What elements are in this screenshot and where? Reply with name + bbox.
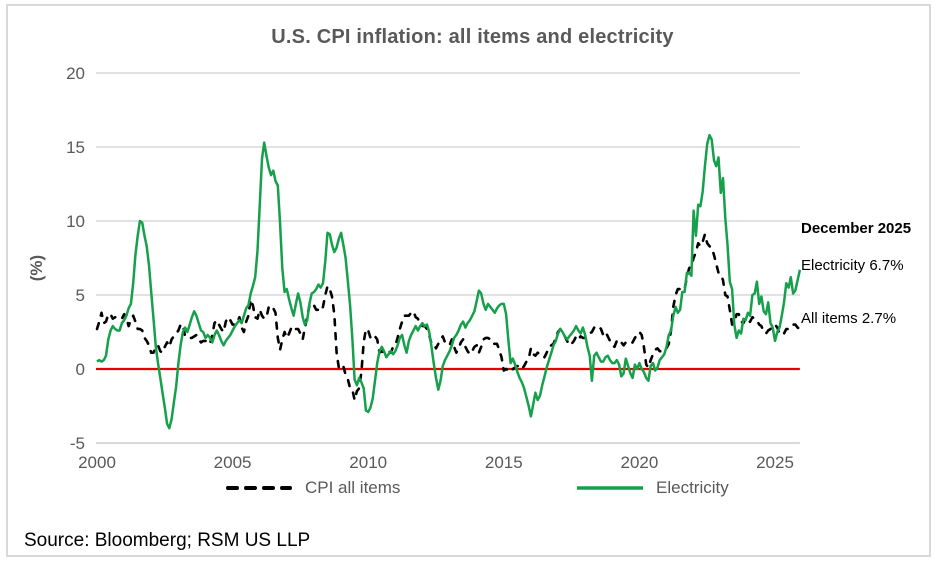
chart-title: U.S. CPI inflation: all items and electr… — [271, 26, 674, 48]
annotation-electricity-value: Electricity 6.7% — [801, 257, 904, 274]
y-tick-label-10: 10 — [66, 212, 85, 231]
legend-item-electricity: Electricity — [575, 478, 729, 498]
cpi-dashed-line-sample — [226, 486, 292, 490]
legend-label-cpi: CPI all items — [305, 478, 401, 497]
annotation-all-items-value: All items 2.7% — [801, 310, 897, 327]
cpi-all-items-line — [95, 233, 802, 402]
y-tick-label-5: 5 — [76, 286, 85, 305]
x-tick-label-2000: 2000 — [78, 453, 116, 472]
x-tick-label-2020: 2020 — [620, 453, 658, 472]
y-tick-label--5: -5 — [70, 434, 85, 453]
y-tick-label-0: 0 — [76, 360, 85, 379]
y-tick-label-20: 20 — [66, 64, 85, 83]
annotation-date: December 2025 — [801, 220, 912, 237]
y-tick-label-15: 15 — [66, 138, 85, 157]
electricity-line-sample — [577, 486, 643, 490]
x-tick-label-2005: 2005 — [214, 453, 252, 472]
x-tick-label-2015: 2015 — [485, 453, 523, 472]
x-tick-label-2025: 2025 — [756, 453, 794, 472]
legend-label-electricity: Electricity — [656, 478, 729, 497]
legend-item-cpi: CPI all items — [224, 478, 400, 498]
electricity-line — [96, 133, 802, 430]
x-tick-label-2010: 2010 — [349, 453, 387, 472]
source-note: Source: Bloomberg; RSM US LLP — [24, 530, 311, 551]
